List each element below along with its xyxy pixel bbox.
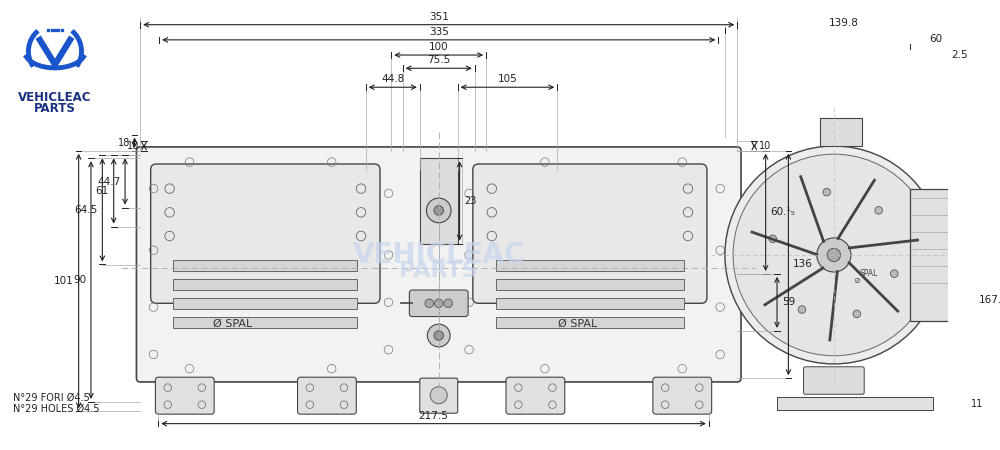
Bar	[496, 279, 684, 290]
Text: 90: 90	[73, 275, 86, 285]
Text: 335: 335	[429, 27, 449, 37]
FancyBboxPatch shape	[653, 377, 712, 414]
Text: 59: 59	[782, 297, 795, 307]
Text: 60.¹₅: 60.¹₅	[770, 207, 795, 217]
FancyBboxPatch shape	[155, 377, 214, 414]
FancyBboxPatch shape	[420, 378, 458, 413]
Circle shape	[875, 207, 882, 214]
Circle shape	[434, 206, 443, 215]
FancyBboxPatch shape	[136, 147, 741, 382]
Circle shape	[426, 198, 451, 223]
Text: 10: 10	[759, 141, 771, 151]
Text: SPAL: SPAL	[859, 269, 878, 278]
Text: 101: 101	[54, 276, 74, 286]
Circle shape	[823, 189, 831, 196]
Circle shape	[434, 299, 443, 307]
Text: 2.5: 2.5	[952, 50, 968, 60]
Circle shape	[827, 248, 841, 261]
Text: 10: 10	[127, 141, 139, 151]
Text: 167.5: 167.5	[978, 294, 1000, 305]
Bar	[173, 297, 357, 309]
Text: 60: 60	[930, 34, 943, 44]
Text: 61: 61	[96, 186, 109, 196]
Text: 44.8: 44.8	[381, 74, 404, 85]
Circle shape	[444, 299, 452, 307]
Circle shape	[798, 306, 806, 313]
Text: 139.8: 139.8	[829, 18, 859, 27]
Text: 136: 136	[793, 260, 813, 270]
Circle shape	[890, 270, 898, 278]
Circle shape	[434, 331, 443, 340]
Text: VEHICLEAC: VEHICLEAC	[352, 241, 525, 269]
FancyBboxPatch shape	[804, 367, 864, 394]
Bar	[958, 196, 969, 215]
Circle shape	[430, 387, 447, 404]
Bar	[910, 189, 962, 321]
FancyBboxPatch shape	[151, 164, 380, 303]
Text: PARTS: PARTS	[34, 103, 76, 115]
Bar	[496, 316, 684, 328]
Text: 351: 351	[429, 12, 449, 22]
Circle shape	[425, 299, 434, 307]
Circle shape	[853, 310, 861, 318]
Text: ⊘: ⊘	[853, 276, 860, 285]
FancyBboxPatch shape	[409, 290, 468, 316]
Circle shape	[817, 238, 851, 272]
Circle shape	[769, 235, 777, 243]
Bar	[420, 158, 458, 243]
Ellipse shape	[725, 146, 943, 364]
Text: 11: 11	[971, 399, 983, 409]
Bar	[496, 260, 684, 271]
Text: 105: 105	[498, 74, 517, 85]
Text: Ø SPAL: Ø SPAL	[558, 319, 598, 329]
Text: 217.5: 217.5	[419, 411, 448, 421]
Bar	[173, 260, 357, 271]
Bar	[496, 297, 684, 309]
Bar	[173, 279, 357, 290]
Text: 44.7: 44.7	[97, 176, 120, 186]
FancyBboxPatch shape	[298, 377, 356, 414]
Text: N°29 FORI Ø4.5
N°29 HOLES Ø4.5: N°29 FORI Ø4.5 N°29 HOLES Ø4.5	[13, 392, 100, 414]
Text: 100: 100	[429, 42, 449, 52]
Text: Ø SPAL: Ø SPAL	[213, 319, 252, 329]
Bar	[173, 316, 357, 328]
Text: 23: 23	[464, 196, 477, 206]
Text: 75.5: 75.5	[427, 55, 450, 65]
Circle shape	[427, 324, 450, 347]
Bar	[777, 397, 933, 410]
Bar	[820, 117, 862, 146]
FancyBboxPatch shape	[473, 164, 707, 303]
Text: 18: 18	[118, 138, 130, 148]
FancyBboxPatch shape	[506, 377, 565, 414]
Text: VEHICLEAC: VEHICLEAC	[18, 91, 92, 104]
Ellipse shape	[733, 154, 935, 356]
Text: PARTS: PARTS	[399, 261, 478, 281]
Text: 64.5: 64.5	[74, 205, 98, 215]
